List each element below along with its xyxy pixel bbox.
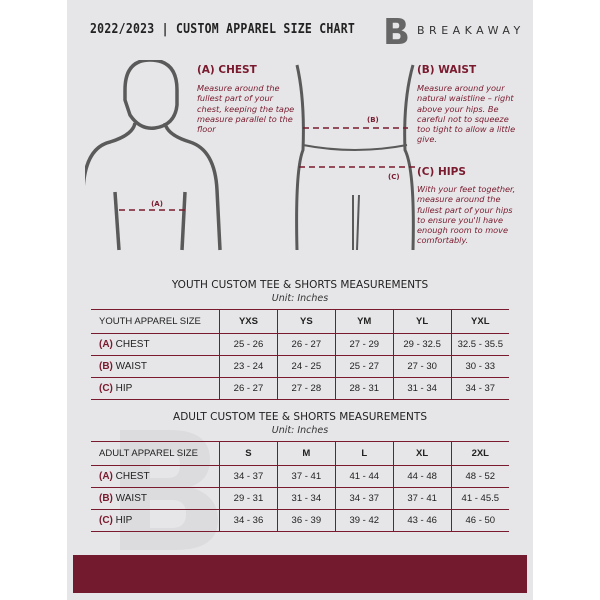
- row-name: CHEST: [115, 339, 150, 350]
- size-column-header: S: [219, 441, 278, 466]
- hips-heading: (C) HIPS: [417, 166, 466, 178]
- row-name: CHEST: [115, 471, 150, 482]
- table-cell: 34 - 37: [219, 465, 278, 488]
- table-cell: 25 - 27: [334, 355, 394, 378]
- size-column-header: YM: [334, 309, 394, 334]
- row-name: HIP: [115, 383, 133, 394]
- table-cell: 34 - 36: [219, 509, 278, 532]
- table-row: (C) HIP 34 - 36 36 - 39 39 - 42 43 - 46 46 - …: [91, 509, 509, 532]
- table-header-row: ADULT APPAREL SIZE S M L XL 2XL: [91, 441, 509, 466]
- size-column-header: XL: [392, 441, 452, 466]
- table-cell: 37 - 41: [392, 487, 452, 510]
- size-column-header: M: [276, 441, 336, 466]
- table-cell: 46 - 50: [450, 509, 509, 532]
- row-tag: (C): [99, 383, 113, 394]
- table-row: (B) WAIST 29 - 31 31 - 34 34 - 37 37 - 41 41 …: [91, 487, 509, 510]
- row-label: (C) HIP: [91, 377, 220, 400]
- adult-size-table: ADULT APPAREL SIZE S M L XL 2XL (A) CHEST 34 - …: [91, 441, 509, 532]
- row-tag: (A): [99, 339, 113, 350]
- table-cell: 23 - 24: [219, 355, 278, 378]
- table-cell: 31 - 34: [276, 487, 336, 510]
- body-figures: (A) (B) (C): [85, 60, 415, 251]
- lower-body-figure: [295, 64, 415, 251]
- hips-description: With your feet together, measure around …: [417, 184, 516, 246]
- table-cell: 27 - 29: [334, 333, 394, 356]
- chest-description: Measure around the fullest part of your …: [197, 83, 295, 135]
- row-tag: (B): [99, 361, 113, 372]
- row-label: (B) WAIST: [91, 487, 220, 510]
- size-column-header: 2XL: [450, 441, 509, 466]
- table-cell: 29 - 31: [219, 487, 278, 510]
- table-cell: 32.5 - 35.5: [450, 333, 509, 356]
- table-cell: 31 - 34: [392, 377, 452, 400]
- chest-marker: (A): [151, 200, 163, 208]
- adult-unit: Unit: Inches: [271, 425, 329, 436]
- page-title: 2022/2023 | CUSTOM APPAREL SIZE CHART: [90, 21, 356, 37]
- table-row: (A) CHEST 25 - 26 26 - 27 27 - 29 29 - 32.5 3…: [91, 333, 509, 356]
- table-row: (A) CHEST 34 - 37 37 - 41 41 - 44 44 - 48 48 …: [91, 465, 509, 488]
- table-cell: 37 - 41: [276, 465, 336, 488]
- row-tag: (A): [99, 471, 113, 482]
- upper-body-figure: [85, 60, 222, 251]
- size-column-header: YXS: [219, 309, 278, 334]
- table-row: (B) WAIST 23 - 24 24 - 25 25 - 27 27 - 30 30 …: [91, 355, 509, 378]
- table-cell: 27 - 30: [392, 355, 452, 378]
- table-cell: 36 - 39: [276, 509, 336, 532]
- row-label: (A) CHEST: [91, 465, 220, 488]
- waist-description: Measure around your natural waistline – …: [417, 83, 516, 145]
- brand-name: BREAKAWAY: [417, 24, 525, 37]
- chest-heading: (A) CHEST: [197, 64, 257, 76]
- table-cell: 28 - 31: [334, 377, 394, 400]
- waist-marker: (B): [367, 116, 379, 124]
- table-cell: 44 - 48: [392, 465, 452, 488]
- size-column-header: L: [334, 441, 394, 466]
- row-tag: (B): [99, 493, 113, 504]
- table-cell: 24 - 25: [276, 355, 336, 378]
- table-cell: 26 - 27: [276, 333, 336, 356]
- size-column-header: YXL: [450, 309, 509, 334]
- row-name: HIP: [115, 515, 133, 526]
- table-cell: 34 - 37: [450, 377, 509, 400]
- table-cell: 43 - 46: [392, 509, 452, 532]
- row-name: WAIST: [115, 493, 147, 504]
- row-tag: (C): [99, 515, 113, 526]
- size-header: YOUTH APPAREL SIZE: [91, 309, 220, 334]
- row-label: (A) CHEST: [91, 333, 220, 356]
- brand-logo-icon: [386, 18, 408, 44]
- table-cell: 27 - 28: [276, 377, 336, 400]
- table-cell: 29 - 32.5: [392, 333, 452, 356]
- size-column-header: YS: [276, 309, 336, 334]
- table-cell: 48 - 52: [450, 465, 509, 488]
- adult-table-title: ADULT CUSTOM TEE & SHORTS MEASUREMENTS: [173, 411, 427, 423]
- table-row: (C) HIP 26 - 27 27 - 28 28 - 31 31 - 34 34 - …: [91, 377, 509, 400]
- table-cell: 41 - 44: [334, 465, 394, 488]
- table-cell: 26 - 27: [219, 377, 278, 400]
- waist-heading: (B) WAIST: [417, 64, 477, 76]
- youth-size-table: YOUTH APPAREL SIZE YXS YS YM YL YXL (A) CHEST 2…: [91, 309, 509, 400]
- table-cell: 25 - 26: [219, 333, 278, 356]
- footer-band: [73, 555, 527, 593]
- youth-table-title: YOUTH CUSTOM TEE & SHORTS MEASUREMENTS: [171, 279, 429, 291]
- hips-marker: (C): [388, 173, 400, 181]
- row-label: (C) HIP: [91, 509, 220, 532]
- row-label: (B) WAIST: [91, 355, 220, 378]
- table-cell: 41 - 45.5: [450, 487, 509, 510]
- size-column-header: YL: [392, 309, 452, 334]
- row-name: WAIST: [115, 361, 147, 372]
- youth-unit: Unit: Inches: [271, 293, 329, 304]
- size-header: ADULT APPAREL SIZE: [91, 441, 220, 466]
- table-cell: 34 - 37: [334, 487, 394, 510]
- table-header-row: YOUTH APPAREL SIZE YXS YS YM YL YXL: [91, 309, 509, 334]
- table-cell: 39 - 42: [334, 509, 394, 532]
- table-cell: 30 - 33: [450, 355, 509, 378]
